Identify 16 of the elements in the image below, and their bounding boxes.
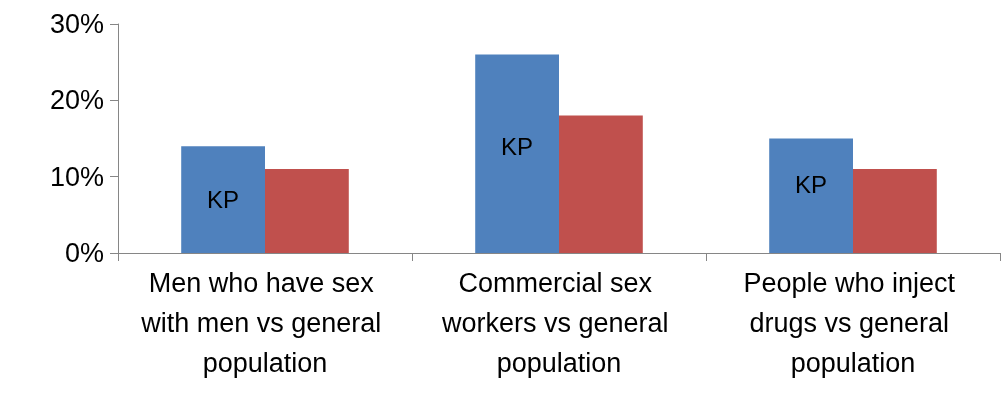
y-tick-label: 20%: [49, 85, 104, 116]
annotation: KP: [207, 186, 240, 214]
bar: [265, 169, 349, 253]
bar: [769, 138, 853, 253]
y-tick-label: 0%: [64, 238, 104, 268]
annotation: KP: [795, 170, 828, 198]
bar: [559, 115, 643, 253]
bar: [475, 54, 559, 253]
x-tick-label: Commercial sex workers vs general population: [440, 268, 677, 378]
x-tick-label: People who inject drugs vs general population: [743, 268, 963, 378]
y-tick-label: 10%: [49, 161, 104, 192]
annotation: KP: [501, 132, 534, 160]
bar: [181, 146, 265, 253]
x-tick-label: Men who have sex with men vs general population: [140, 268, 389, 378]
bar: [853, 169, 937, 253]
y-tick-label: 30%: [49, 9, 104, 39]
